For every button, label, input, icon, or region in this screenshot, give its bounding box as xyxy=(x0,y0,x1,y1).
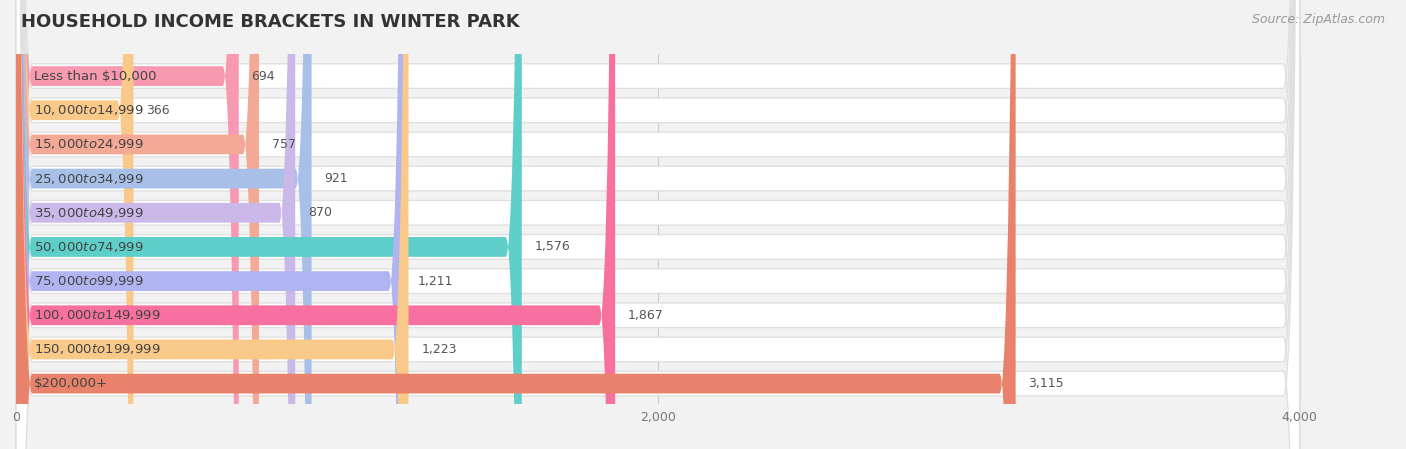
Text: 1,867: 1,867 xyxy=(628,309,664,322)
Text: $15,000 to $24,999: $15,000 to $24,999 xyxy=(34,137,143,151)
FancyBboxPatch shape xyxy=(15,0,1299,449)
FancyBboxPatch shape xyxy=(15,0,1299,449)
FancyBboxPatch shape xyxy=(15,0,1299,449)
Text: 3,115: 3,115 xyxy=(1028,377,1064,390)
Text: $75,000 to $99,999: $75,000 to $99,999 xyxy=(34,274,143,288)
Text: 1,223: 1,223 xyxy=(422,343,457,356)
FancyBboxPatch shape xyxy=(15,0,1299,449)
FancyBboxPatch shape xyxy=(15,0,1299,449)
Text: $100,000 to $149,999: $100,000 to $149,999 xyxy=(34,308,160,322)
Text: Less than $10,000: Less than $10,000 xyxy=(34,70,156,83)
Text: $25,000 to $34,999: $25,000 to $34,999 xyxy=(34,172,143,185)
Text: 366: 366 xyxy=(146,104,170,117)
FancyBboxPatch shape xyxy=(15,0,1299,449)
Text: $150,000 to $199,999: $150,000 to $199,999 xyxy=(34,343,160,357)
FancyBboxPatch shape xyxy=(15,0,312,449)
FancyBboxPatch shape xyxy=(15,0,409,449)
FancyBboxPatch shape xyxy=(15,0,239,449)
Text: $200,000+: $200,000+ xyxy=(34,377,108,390)
FancyBboxPatch shape xyxy=(15,0,405,449)
FancyBboxPatch shape xyxy=(15,0,134,449)
FancyBboxPatch shape xyxy=(15,0,522,449)
FancyBboxPatch shape xyxy=(15,0,1299,449)
Text: 870: 870 xyxy=(308,206,332,219)
FancyBboxPatch shape xyxy=(15,0,1299,449)
FancyBboxPatch shape xyxy=(15,0,616,449)
FancyBboxPatch shape xyxy=(15,0,295,449)
Text: 1,211: 1,211 xyxy=(418,275,453,288)
Text: $35,000 to $49,999: $35,000 to $49,999 xyxy=(34,206,143,220)
FancyBboxPatch shape xyxy=(15,0,259,449)
Text: 694: 694 xyxy=(252,70,276,83)
Text: 1,576: 1,576 xyxy=(534,240,571,253)
Text: 921: 921 xyxy=(325,172,349,185)
FancyBboxPatch shape xyxy=(15,0,1015,449)
Text: Source: ZipAtlas.com: Source: ZipAtlas.com xyxy=(1251,13,1385,26)
Text: $10,000 to $14,999: $10,000 to $14,999 xyxy=(34,103,143,117)
Text: 757: 757 xyxy=(271,138,295,151)
FancyBboxPatch shape xyxy=(15,0,1299,449)
FancyBboxPatch shape xyxy=(15,0,1299,449)
Text: HOUSEHOLD INCOME BRACKETS IN WINTER PARK: HOUSEHOLD INCOME BRACKETS IN WINTER PARK xyxy=(21,13,520,31)
Text: $50,000 to $74,999: $50,000 to $74,999 xyxy=(34,240,143,254)
